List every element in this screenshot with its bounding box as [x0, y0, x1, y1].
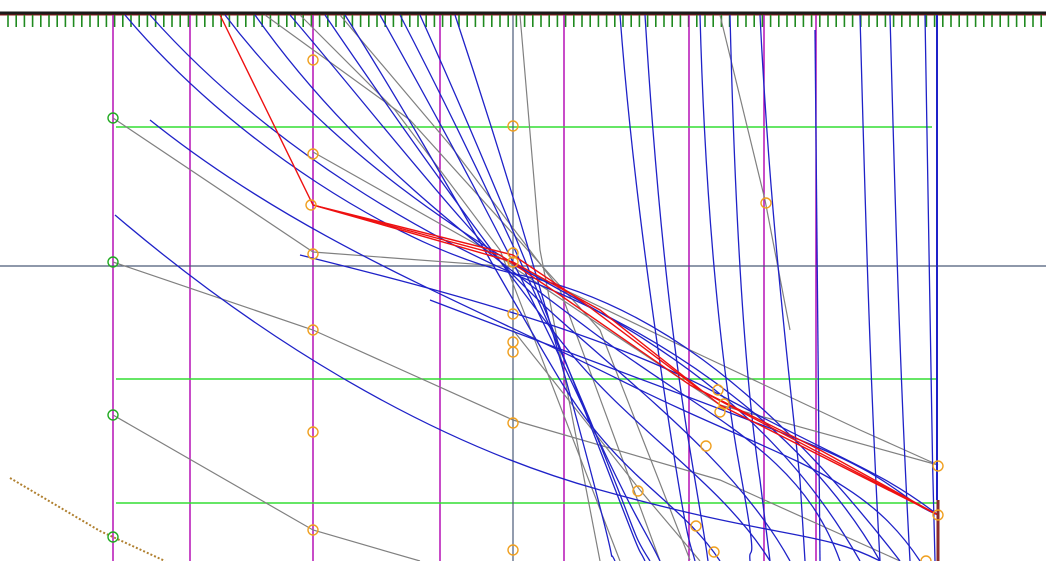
orange-node-marker[interactable]	[507, 120, 519, 132]
orange-node-marker[interactable]	[307, 54, 319, 66]
blue-curve	[344, 14, 721, 561]
node-markers[interactable]	[107, 54, 944, 561]
red-path	[219, 14, 939, 516]
orange-node-marker[interactable]	[507, 544, 519, 556]
orange-node-marker[interactable]	[760, 197, 772, 209]
blue-curve	[254, 14, 841, 561]
ruler-ticks	[7, 15, 1042, 27]
gray-line	[299, 14, 621, 561]
orange-node-marker[interactable]	[690, 520, 702, 532]
green-node-marker[interactable]	[107, 256, 119, 268]
orange-node-marker[interactable]	[307, 248, 319, 260]
blue-curve	[429, 299, 939, 516]
red-path-line	[312, 204, 939, 516]
blue-curve	[619, 14, 696, 561]
blue-curve	[149, 119, 921, 561]
vertical-guides	[112, 15, 817, 561]
orange-node-marker[interactable]	[507, 247, 519, 259]
blue-curve	[379, 14, 661, 561]
blue-curve	[814, 29, 821, 561]
blue-curve	[149, 14, 881, 561]
orange-node-marker[interactable]	[632, 485, 644, 497]
blue-curves	[114, 14, 939, 561]
orange-node-marker[interactable]	[712, 384, 724, 396]
orange-node-marker[interactable]	[507, 417, 519, 429]
orange-node-marker[interactable]	[507, 256, 519, 268]
blue-curve	[114, 214, 881, 561]
blue-curve	[924, 14, 936, 561]
blue-curve	[224, 14, 861, 561]
green-node-marker[interactable]	[107, 112, 119, 124]
orange-node-marker[interactable]	[507, 308, 519, 320]
gray-line	[519, 14, 601, 561]
blue-curve	[419, 14, 646, 561]
orange-node-marker[interactable]	[920, 555, 932, 561]
orange-node-marker[interactable]	[714, 406, 726, 418]
orange-node-marker[interactable]	[307, 324, 319, 336]
red-path-line	[312, 204, 939, 516]
orange-node-marker[interactable]	[307, 148, 319, 160]
blue-curve	[454, 14, 616, 561]
orange-node-marker[interactable]	[708, 546, 720, 558]
orange-node-marker[interactable]	[932, 509, 944, 521]
blue-curve	[889, 14, 911, 561]
bottom-left-diagonal	[9, 477, 166, 561]
blue-curve	[759, 14, 806, 561]
blue-curve	[729, 14, 771, 561]
blue-curve	[289, 14, 791, 561]
horizontal-guides	[116, 126, 937, 504]
blue-curve	[644, 14, 709, 561]
orange-node-marker[interactable]	[305, 199, 317, 211]
orange-node-marker[interactable]	[932, 460, 944, 472]
blue-curve	[699, 14, 753, 561]
orange-node-marker[interactable]	[700, 440, 712, 452]
orange-node-marker[interactable]	[507, 346, 519, 358]
gray-line	[719, 14, 791, 331]
gray-line	[512, 329, 701, 561]
red-path-line	[219, 14, 939, 516]
top-ruler	[0, 11, 1046, 27]
gray-line	[339, 14, 661, 561]
blue-curve	[859, 14, 881, 561]
orange-node-marker[interactable]	[307, 524, 319, 536]
gray-line	[112, 261, 901, 561]
gray-line	[112, 414, 421, 561]
gray-line	[264, 14, 691, 561]
green-node-marker[interactable]	[107, 531, 119, 543]
orange-node-marker[interactable]	[307, 426, 319, 438]
green-node-marker[interactable]	[107, 409, 119, 421]
